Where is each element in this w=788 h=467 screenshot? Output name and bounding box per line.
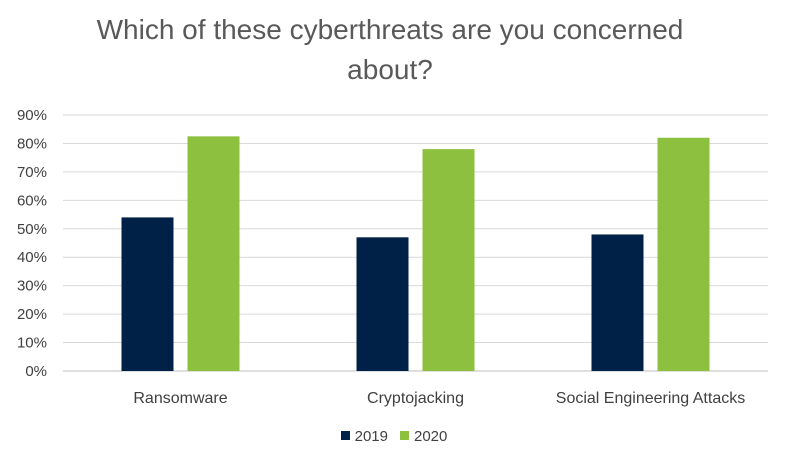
bar-2019-cryptojacking [356,237,409,371]
x-category-label: Cryptojacking [367,390,464,407]
bar-2020-social-engineering-attacks [657,137,710,371]
y-tick-label: 20% [17,306,47,323]
bar-2019-ransomware [121,217,174,371]
legend-label: 2020 [414,428,448,445]
y-tick-label: 50% [17,221,47,238]
y-tick-label: 90% [17,107,47,124]
y-tick-label: 10% [17,335,47,352]
y-tick-label: 60% [17,192,47,209]
legend-swatch [340,431,350,440]
bars [121,136,710,371]
y-tick-label: 80% [17,135,47,152]
y-tick-label: 70% [17,164,47,181]
x-category-label: Ransomware [133,390,227,407]
bar-2019-social-engineering-attacks [591,234,644,371]
y-tick-label: 40% [17,249,47,266]
bar-2020-ransomware [187,136,240,371]
legend-item: 2020 [400,428,447,445]
y-tick-label: 0% [25,363,47,380]
legend-item: 2019 [340,428,388,445]
legend-label: 2019 [354,428,388,445]
legend: 2019 2020 [0,428,788,445]
x-category-label: Social Engineering Attacks [556,390,745,407]
y-tick-label: 30% [17,278,47,295]
y-axis-ticks: 0% 10% 20% 30% 40% 50% 60% 70% 80% 90% [17,107,47,380]
x-axis-labels: Ransomware Cryptojacking Social Engineerin… [133,390,745,407]
bar-2020-cryptojacking [422,149,475,371]
chart-title: Which of these cyberthreats are you conc… [96,14,684,85]
legend-swatch [400,431,409,440]
gridlines [63,114,768,372]
